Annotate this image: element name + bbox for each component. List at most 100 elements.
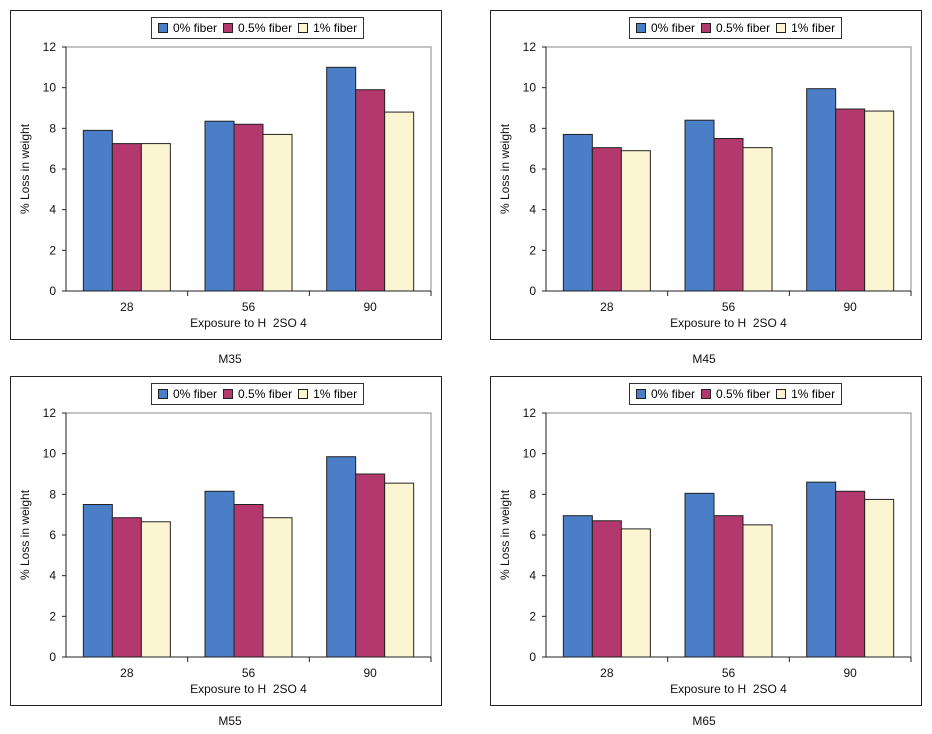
legend-item: 0% fiber — [158, 387, 217, 401]
bar — [384, 111, 415, 292]
x-axis-label: Exposure to H 2SO 4 — [670, 316, 787, 330]
x-tick-label: 56 — [242, 666, 256, 680]
legend-m65: 0% fiber 0.5% fiber 1% fiber — [629, 383, 843, 405]
bar — [562, 515, 593, 658]
y-tick-label: 4 — [529, 203, 536, 217]
bar — [355, 473, 386, 658]
x-tick-label: 28 — [600, 666, 614, 680]
bar — [233, 123, 264, 292]
y-tick-label: 4 — [49, 203, 56, 217]
bar — [591, 147, 622, 292]
legend-swatch — [223, 23, 234, 33]
y-axis-label: % Loss in weight — [498, 489, 512, 580]
legend-item: 0.5% fiber — [701, 387, 770, 401]
x-tick-label: 28 — [120, 666, 134, 680]
legend-swatch — [701, 389, 712, 399]
chart-m65: 0 2 4 6 8 10 12 % Loss in weight 28 56 90 Exposure … — [498, 406, 912, 696]
x-tick-label: 56 — [242, 300, 256, 314]
y-tick-label: 10 — [43, 81, 57, 95]
legend-swatch — [223, 389, 234, 399]
y-tick-label: 4 — [49, 569, 56, 583]
legend-swatch — [158, 23, 168, 33]
caption-m65: M65 — [692, 714, 716, 728]
bar — [262, 133, 293, 292]
legend-item: 0.5% fiber — [701, 21, 770, 35]
chart-panel-m35: 0 2 4 6 8 10 12 % Loss in weight 28 56 90 Exposure … — [10, 10, 442, 340]
bar — [384, 482, 415, 658]
legend-label: 0.5% fiber — [716, 387, 771, 401]
y-tick-label: 0 — [49, 650, 56, 664]
legend-m45: 0% fiber 0.5% fiber 1% fiber — [629, 17, 843, 39]
bar — [111, 517, 142, 658]
bar — [684, 119, 715, 292]
legend-label: 1% fiber — [313, 387, 358, 401]
legend-item: 1% fiber — [776, 21, 835, 35]
y-tick-label: 12 — [523, 406, 537, 420]
bar — [355, 89, 386, 292]
bar — [204, 490, 235, 658]
caption-m55: M55 — [218, 714, 242, 728]
bar — [82, 504, 113, 658]
x-axis-label: Exposure to H 2SO 4 — [190, 316, 307, 330]
chart-m55: 0 2 4 6 8 10 12 % Loss in weight 28 56 90 Exposure … — [18, 406, 432, 696]
y-tick-label: 2 — [49, 609, 56, 623]
x-axis-label: Exposure to H 2SO 4 — [190, 682, 307, 696]
bar — [713, 138, 744, 292]
chart-m45: 0 2 4 6 8 10 12 % Loss in weight 28 56 90 Exposure … — [498, 40, 912, 330]
legend-label: 1% fiber — [791, 387, 836, 401]
y-tick-label: 8 — [49, 121, 56, 135]
legend-item: 1% fiber — [776, 387, 835, 401]
y-tick-label: 8 — [529, 121, 536, 135]
x-tick-label: 56 — [722, 300, 736, 314]
legend-label: 1% fiber — [791, 21, 836, 35]
y-axis-label: % Loss in weight — [18, 489, 32, 580]
legend-item: 0.5% fiber — [223, 21, 292, 35]
chart-panel-m65: 0 2 4 6 8 10 12 % Loss in weight 28 56 90 Exposure … — [490, 376, 922, 706]
y-tick-label: 6 — [529, 528, 536, 542]
legend-label: 0% fiber — [173, 387, 218, 401]
bar — [111, 143, 142, 292]
legend-swatch — [701, 23, 712, 33]
y-tick-label: 12 — [523, 40, 537, 54]
chart-panel-m55: 0 2 4 6 8 10 12 % Loss in weight 28 56 90 Exposure … — [10, 376, 442, 706]
y-tick-label: 0 — [529, 650, 536, 664]
bar — [713, 515, 744, 658]
y-tick-label: 8 — [49, 487, 56, 501]
y-tick-label: 4 — [529, 569, 536, 583]
y-tick-label: 0 — [49, 284, 56, 298]
bar — [620, 528, 651, 658]
legend-item: 0% fiber — [636, 387, 695, 401]
x-tick-label: 90 — [363, 300, 377, 314]
bar — [742, 524, 773, 658]
legend-label: 0% fiber — [173, 21, 218, 35]
caption-m35: M35 — [218, 352, 242, 366]
bar — [233, 504, 264, 658]
x-tick-label: 90 — [843, 300, 857, 314]
bar — [591, 520, 622, 658]
legend-swatch — [158, 389, 168, 399]
legend-swatch — [776, 389, 787, 399]
legend-label: 0% fiber — [651, 387, 696, 401]
legend-item: 1% fiber — [298, 21, 357, 35]
y-tick-label: 12 — [43, 406, 57, 420]
bar — [835, 490, 866, 658]
legend-item: 0% fiber — [158, 21, 217, 35]
y-tick-label: 6 — [529, 162, 536, 176]
x-tick-label: 90 — [363, 666, 377, 680]
legend-item: 1% fiber — [298, 387, 357, 401]
bar — [864, 498, 895, 658]
legend-m35: 0% fiber 0.5% fiber 1% fiber — [151, 17, 365, 39]
bar — [806, 481, 837, 658]
bar — [140, 521, 171, 658]
legend-m55: 0% fiber 0.5% fiber 1% fiber — [151, 383, 365, 405]
legend-swatch — [298, 389, 309, 399]
bar — [82, 129, 113, 292]
chart-m35: 0 2 4 6 8 10 12 % Loss in weight 28 56 90 Exposure … — [18, 40, 432, 330]
bar — [835, 108, 866, 292]
y-axis-label: % Loss in weight — [498, 123, 512, 214]
bar — [326, 66, 357, 292]
y-tick-label: 6 — [49, 528, 56, 542]
legend-swatch — [636, 389, 646, 399]
bar — [620, 150, 651, 292]
legend-item: 0% fiber — [636, 21, 695, 35]
